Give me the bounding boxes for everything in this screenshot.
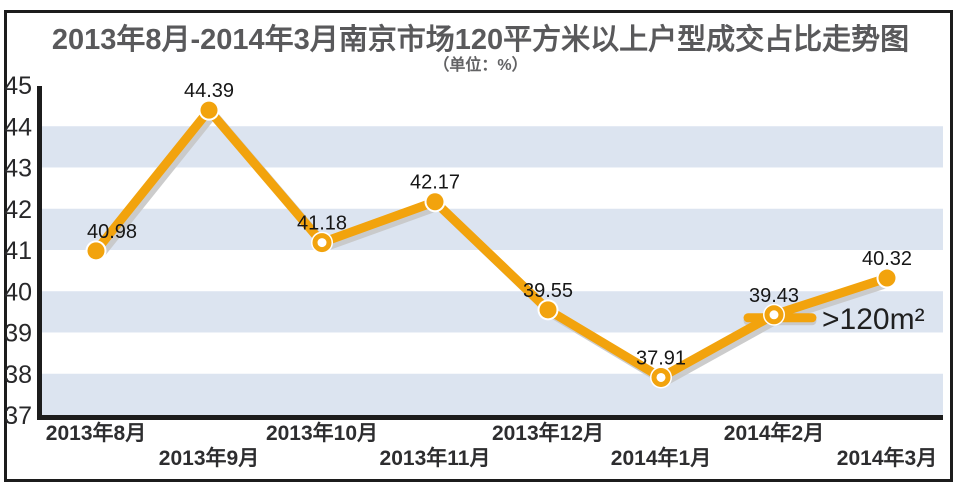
data-point-marker: [312, 233, 332, 253]
x-axis-label: 2014年3月: [837, 446, 937, 470]
y-axis-tick-label: 44: [4, 113, 32, 141]
data-point-marker: [200, 101, 218, 119]
data-point-label: 40.32: [862, 248, 912, 270]
data-point-marker: [87, 242, 105, 260]
data-point-marker: [539, 301, 557, 319]
data-point-label: 44.39: [184, 80, 234, 102]
x-axis-line: [37, 415, 943, 420]
x-axis-label: 2013年9月: [159, 446, 259, 470]
data-point-label: 40.98: [87, 221, 137, 243]
y-axis-tick-label: 45: [4, 72, 32, 100]
data-point-marker: [651, 367, 671, 387]
trend-line: [91, 105, 892, 382]
legend-label: >120m²: [822, 303, 925, 336]
data-point-marker: [764, 305, 784, 325]
data-point-marker: [878, 269, 896, 287]
grid-stripe-band: [42, 373, 943, 415]
y-axis-tick-label: 43: [4, 155, 32, 183]
x-axis-label: 2014年2月: [724, 421, 824, 445]
chart-title: 2013年8月-2014年3月南京市场120平方米以上户型成交占比走势图: [51, 24, 910, 56]
grid-stripe-band: [42, 208, 943, 250]
y-axis-tick-label: 40: [4, 278, 32, 306]
x-axis-label: 2014年1月: [611, 446, 711, 470]
y-axis-tick-label: 38: [4, 361, 32, 389]
data-point-label: 39.43: [749, 285, 799, 307]
x-axis-label: 2013年10月: [266, 421, 378, 445]
data-point-label: 39.55: [523, 280, 573, 302]
data-point-label: 42.17: [410, 172, 460, 194]
x-axis-label: 2013年11月: [380, 446, 491, 470]
data-point-label: 41.18: [297, 213, 347, 235]
data-point-label: 37.91: [636, 347, 686, 369]
y-axis-tick-label: 37: [4, 402, 32, 430]
x-axis-label: 2013年12月: [492, 421, 604, 445]
y-axis-tick-label: 42: [4, 196, 32, 224]
chart-subtitle: （单位：%）: [433, 57, 528, 74]
data-point-marker: [426, 193, 444, 211]
y-axis-tick-label: 39: [4, 320, 32, 348]
y-axis-tick-label: 41: [4, 237, 32, 265]
x-axis-label: 2013年8月: [46, 421, 146, 445]
y-axis-line: [37, 86, 42, 420]
